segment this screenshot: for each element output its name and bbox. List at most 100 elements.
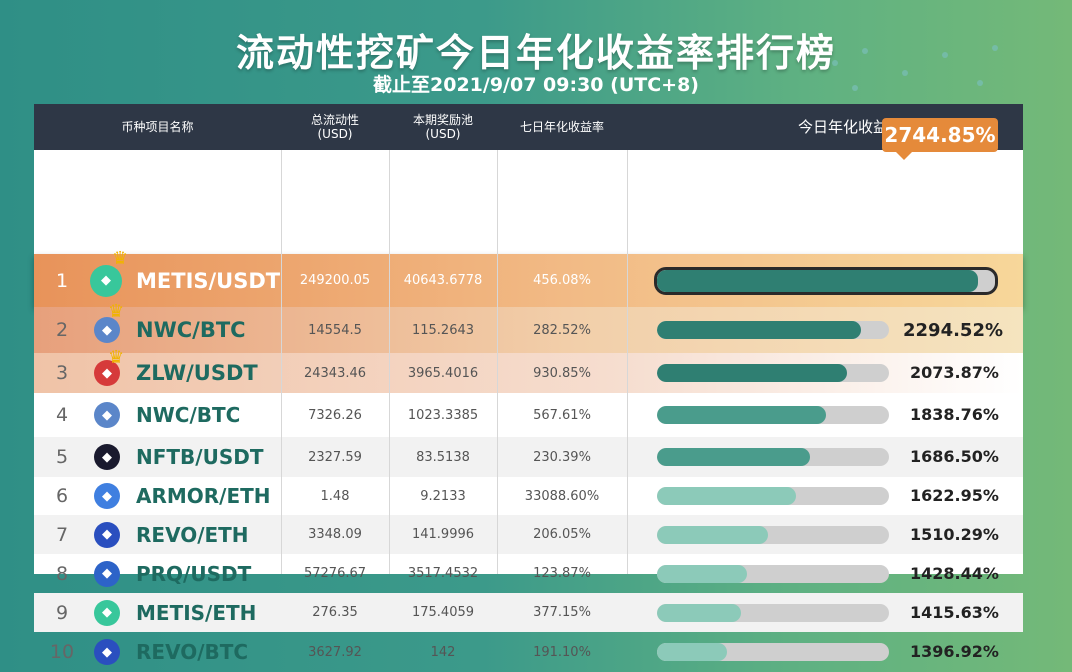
rate-bar-fill (657, 364, 848, 382)
nwc-icon: ◆ (94, 402, 120, 428)
rate-bar (657, 448, 889, 466)
rate-bar (657, 564, 889, 583)
seven-day-rate: 377.15% (533, 605, 591, 620)
rate-bar (657, 603, 889, 622)
liquidity-value: 57276.67 (303, 566, 367, 581)
today-rate: 2294.52% (903, 320, 1004, 341)
rank-number: 1 (55, 269, 69, 292)
seven-day-rate: 123.87% (533, 566, 591, 581)
rate-bar (654, 266, 998, 295)
rank-number: 6 (55, 485, 69, 507)
pool-value: 142 (430, 644, 456, 660)
liquidity-value: 2327.59 (308, 449, 362, 465)
column-divider (627, 150, 628, 574)
liquidity-value: 3627.92 (308, 644, 362, 660)
rank-number: 5 (55, 446, 69, 468)
header-liquidity: 总流动性 (USD) (310, 113, 359, 141)
seven-day-rate: 456.08% (533, 273, 591, 288)
rate-bar-fill (657, 564, 748, 583)
pool-value: 115.2643 (411, 322, 475, 338)
table-header: 币种项目名称 总流动性 (USD) 本期奖励池 (USD) 七日年化收益率 今日… (34, 104, 1023, 150)
crown-icon: ♛ (108, 301, 125, 322)
table-row: 4 NWC/BTC 7326.26 1023.3385 567.61% ◆ 1838.76% (34, 393, 1023, 437)
metis-icon: ◆ (90, 264, 122, 297)
rank-number: 9 (55, 601, 69, 624)
seven-day-rate: 567.61% (533, 407, 591, 423)
table-row: 2 NWC/BTC 14554.5 115.2643 282.52% ◆ ♛ 2294.52% (34, 301, 1023, 353)
table-row: 10 REVO/BTC 3627.92 142 191.10% ◆ 1396.92% (34, 632, 1023, 672)
pair-name: REVO/BTC (136, 640, 249, 664)
rate-bar (657, 364, 889, 382)
table-row: 7 REVO/ETH 3348.09 141.9996 206.05% ◆ 1510.29% (34, 515, 1023, 554)
header-name: 币种项目名称 (121, 120, 194, 134)
ranking-table: 币种项目名称 总流动性 (USD) 本期奖励池 (USD) 七日年化收益率 今日… (34, 104, 1023, 665)
page-title: 流动性挖矿今日年化收益率排行榜 (235, 31, 836, 75)
header-pool: 本期奖励池 (USD) (412, 113, 473, 141)
rank-number: 4 (55, 404, 69, 426)
revo-icon: ◆ (94, 639, 120, 665)
pair-name: REVO/ETH (136, 522, 249, 547)
rate-bar (657, 321, 889, 339)
rate-bar-fill (657, 643, 727, 661)
rate-bar-fill (657, 525, 769, 544)
pair-name: PRQ/USDT (136, 561, 252, 586)
prq-icon: ◆ (94, 560, 120, 587)
metis-icon: ◆ (94, 599, 120, 626)
today-rate: 1396.92% (910, 642, 999, 661)
crown-icon: ♛ (108, 347, 125, 368)
nwc-icon: ◆ (94, 317, 120, 343)
pool-value: 9.2133 (420, 488, 466, 504)
liquidity-value: 24343.46 (303, 365, 367, 381)
column-divider (281, 150, 282, 574)
pool-value: 3965.4016 (407, 365, 479, 381)
pair-name: NWC/BTC (136, 403, 241, 427)
liquidity-value: 276.35 (312, 605, 358, 620)
rank-number: 2 (55, 319, 69, 341)
today-rate: 2073.87% (910, 363, 999, 382)
table-row: 8 PRQ/USDT 57276.67 3517.4532 123.87% ◆ 1428.4… (34, 554, 1023, 593)
rate-bar-fill (657, 406, 827, 424)
pool-value: 1023.3385 (407, 407, 479, 423)
liquidity-value: 7326.26 (308, 407, 362, 423)
pair-name: METIS/USDT (136, 268, 281, 293)
rank-number: 7 (55, 523, 69, 546)
liquidity-value: 249200.05 (299, 273, 371, 288)
rate-bar-fill (657, 448, 811, 466)
table-row: 6 ARMOR/ETH 1.48 9.2133 33088.60% ◆ 1622.95% (34, 477, 1023, 515)
liquidity-value: 1.48 (320, 488, 350, 504)
zlw-icon: ◆ (94, 360, 120, 386)
rate-bar-fill (657, 603, 741, 622)
pool-value: 3517.4532 (407, 566, 479, 581)
table-row: 3 ZLW/USDT 24343.46 3965.4016 930.85% ◆ ♛ 2073.… (34, 347, 1023, 393)
pair-name: ARMOR/ETH (136, 484, 271, 508)
pair-name: ZLW/USDT (136, 361, 258, 385)
column-divider (389, 150, 390, 574)
rate-bar-fill (657, 269, 979, 292)
rank-number: 3 (55, 362, 69, 384)
table-row: 9 METIS/ETH 276.35 175.4059 377.15% ◆ 1415.63% (34, 593, 1023, 632)
nftb-icon: ◆ (94, 444, 120, 470)
today-rate: 1510.29% (910, 524, 999, 544)
pool-value: 83.5138 (416, 449, 470, 465)
liquidity-value: 3348.09 (308, 527, 362, 542)
rate-bar (657, 525, 889, 544)
pool-value: 40643.6778 (403, 273, 483, 288)
pair-name: NWC/BTC (136, 318, 246, 342)
rank-number: 10 (49, 641, 75, 663)
today-rate: 1622.95% (910, 486, 999, 505)
seven-day-rate: 282.52% (533, 322, 591, 338)
today-rate: 1415.63% (910, 602, 999, 622)
pair-name: NFTB/USDT (136, 445, 264, 469)
pool-value: 175.4059 (411, 605, 475, 620)
rate-bar-fill (657, 487, 797, 505)
page-subtitle: 截止至2021/9/07 09:30 (UTC+8) (373, 74, 699, 96)
column-divider (497, 150, 498, 574)
pair-name: METIS/ETH (136, 600, 257, 625)
seven-day-rate: 206.05% (533, 527, 591, 542)
today-rate: 1838.76% (910, 405, 999, 424)
rate-bar (657, 406, 889, 424)
seven-day-rate: 33088.60% (524, 488, 600, 504)
rank-number: 8 (55, 562, 69, 585)
table-row: 1 METIS/USDT 249200.05 40643.6778 456.08% ◆ ♛ (34, 248, 1023, 307)
seven-day-rate: 930.85% (533, 365, 591, 381)
